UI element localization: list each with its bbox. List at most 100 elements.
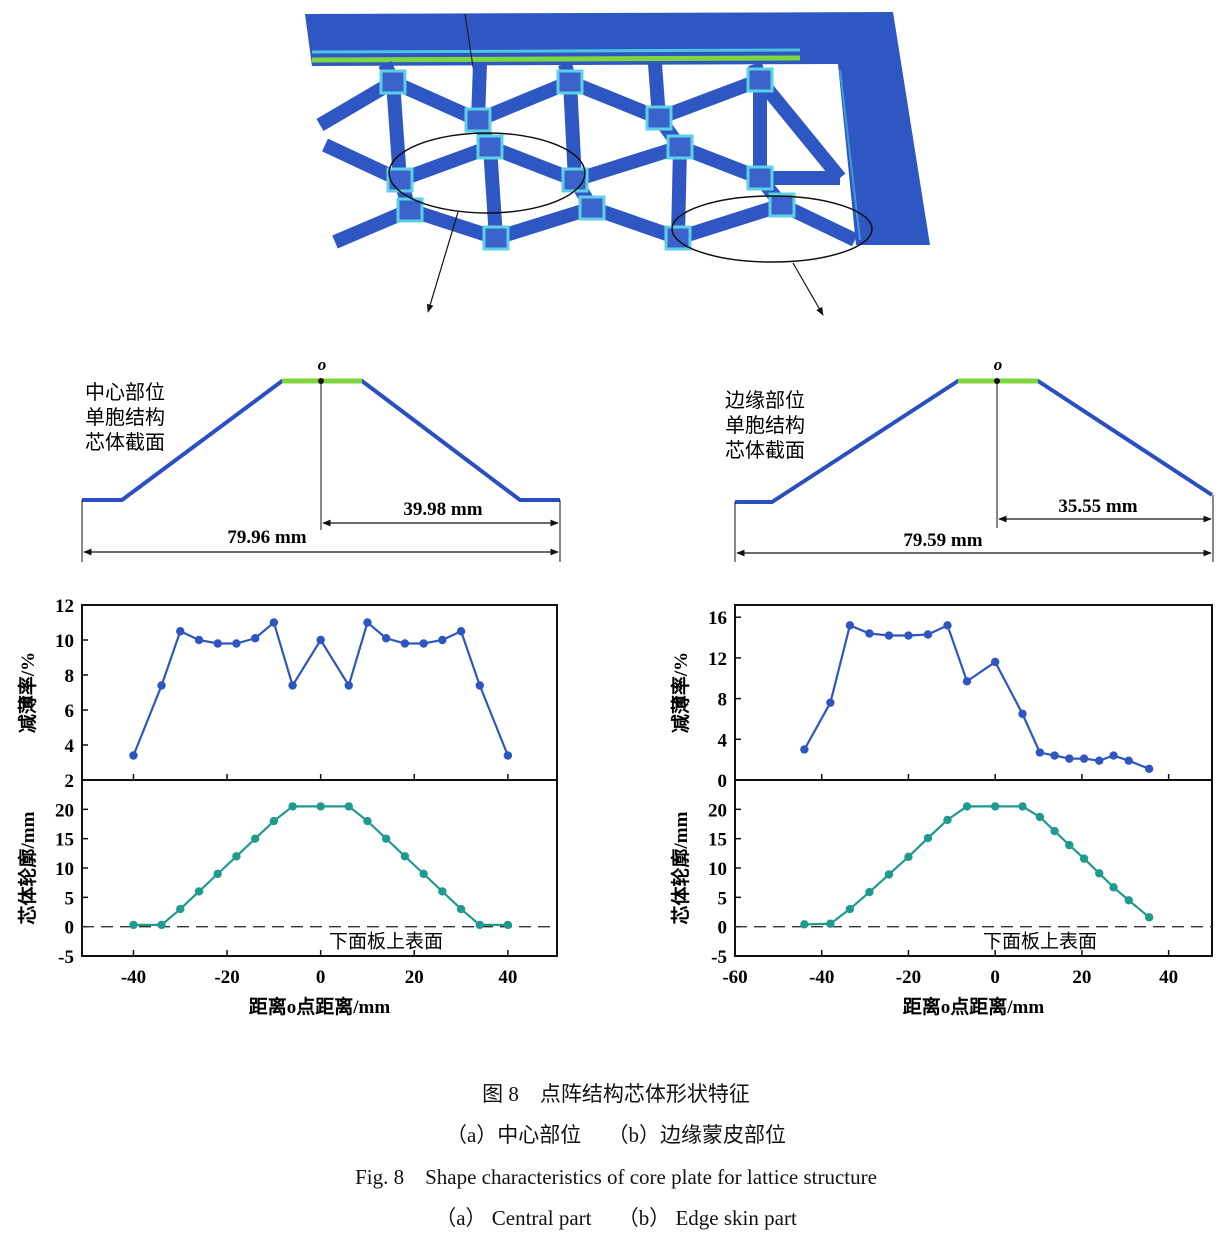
- caption-en-subtitle: （a） Central part （b） Edge skin part: [435, 1206, 797, 1230]
- caption-cn-subtitle: （a）中心部位 （b）边缘蒙皮部位: [445, 1123, 787, 1147]
- lattice-strut: [475, 75, 573, 127]
- data-point: [923, 630, 933, 639]
- data-point: [419, 869, 428, 879]
- reference-line-label: 下面板上表面: [983, 931, 1097, 953]
- data-point: [962, 802, 972, 811]
- data-point: [1124, 896, 1133, 905]
- y-tick-label: 0: [718, 918, 728, 939]
- lattice-strut: [656, 73, 763, 125]
- section-label-line: 单胞结构: [85, 406, 165, 429]
- data-point: [475, 920, 484, 930]
- data-point: [990, 802, 1000, 811]
- data-point: [316, 802, 325, 811]
- y-axis-label: 减薄率/%: [16, 652, 39, 733]
- x-axis-label: 距离o点距离/mm: [903, 995, 1045, 1018]
- data-point: [194, 635, 204, 645]
- y-tick-label: 10: [55, 859, 74, 880]
- x-tick-label: 40: [498, 967, 517, 988]
- reference-line-label: 下面板上表面: [329, 931, 443, 953]
- data-point: [194, 887, 204, 896]
- data-point: [1065, 840, 1074, 850]
- lattice-node: [476, 134, 504, 160]
- y-tick-label: 0: [718, 771, 728, 792]
- data-point: [1144, 913, 1154, 922]
- data-point: [1050, 826, 1059, 836]
- y-tick-label: 12: [708, 649, 727, 670]
- data-point: [176, 627, 185, 636]
- y-axis-label: 芯体轮廓/mm: [16, 811, 39, 924]
- data-point: [363, 618, 372, 627]
- x-tick-label: -20: [896, 967, 921, 988]
- data-point: [1095, 869, 1104, 878]
- data-point: [1095, 756, 1104, 765]
- x-tick-label: 0: [316, 967, 326, 988]
- data-point: [1035, 812, 1045, 822]
- data-point: [1079, 754, 1089, 763]
- data-point: [845, 904, 855, 914]
- caption-cn-title: 图 8 点阵结构芯体形状特征: [482, 1082, 750, 1106]
- section-profile-b: o 35.55 mm 79.59 mm 边缘部位 单胞结构 芯体截面: [725, 355, 1214, 562]
- y-tick-label: 4: [718, 730, 728, 751]
- data-point: [250, 634, 260, 643]
- section-label-line: 边缘部位: [725, 389, 805, 412]
- data-point: [269, 618, 279, 627]
- origin-label: o: [318, 355, 327, 374]
- y-tick-label: 2: [65, 771, 75, 792]
- central-region-ellipse: [388, 132, 586, 214]
- x-tick-label: 40: [1159, 967, 1178, 988]
- y-tick-label: 8: [65, 666, 75, 687]
- y-tick-label: 8: [718, 690, 728, 711]
- data-point: [157, 920, 166, 930]
- chart-b-bottom: -5 0 5 10 15 20 -60 -40 -20 0 20 40 芯体轮廓/mm 距离o点距离/mm…: [669, 779, 1213, 1018]
- data-point: [129, 920, 138, 930]
- data-point: [213, 869, 222, 879]
- y-tick-label: 16: [708, 608, 727, 629]
- lattice-node: [746, 67, 774, 93]
- lattice-node: [768, 192, 796, 218]
- y-tick-label: -5: [711, 947, 727, 968]
- lattice-strut: [483, 146, 503, 239]
- data-point: [475, 681, 484, 690]
- data-point: [904, 631, 913, 640]
- data-point: [363, 816, 372, 826]
- data-point: [1018, 802, 1027, 811]
- lattice-node: [578, 195, 606, 221]
- lattice-strut: [386, 81, 407, 181]
- lattice-strut: [397, 140, 493, 187]
- data-point: [904, 852, 913, 862]
- data-point: [381, 634, 391, 643]
- plot-frame: [734, 604, 1213, 781]
- data-point: [865, 629, 874, 638]
- data-point: [344, 681, 353, 690]
- lattice-node: [746, 165, 774, 191]
- half-width-label: 39.98 mm: [403, 499, 482, 520]
- lattice-strut: [572, 140, 683, 187]
- data-point: [456, 904, 466, 914]
- y-tick-label: 15: [708, 830, 727, 851]
- y-axis-label: 减薄率/%: [669, 652, 692, 733]
- data-point: [845, 621, 855, 630]
- y-tick-label: 10: [55, 631, 74, 652]
- section-label-line: 芯体截面: [725, 439, 805, 462]
- data-point: [157, 681, 166, 690]
- x-tick-label: -20: [214, 967, 239, 988]
- x-tick-label: 20: [405, 967, 424, 988]
- data-point: [213, 639, 222, 648]
- series-line: [133, 805, 508, 927]
- data-point: [438, 635, 447, 645]
- skin-edge-strain-band: [311, 55, 801, 63]
- data-point: [923, 833, 933, 843]
- x-axis-label: 距离o点距离/mm: [249, 995, 391, 1018]
- data-point: [1144, 764, 1154, 774]
- data-point: [503, 751, 513, 760]
- lattice-strut: [487, 140, 578, 187]
- data-point: [826, 698, 835, 707]
- y-tick-label: -5: [58, 947, 74, 968]
- y-tick-label: 20: [708, 800, 727, 821]
- data-point: [884, 631, 894, 640]
- data-point: [990, 657, 1000, 667]
- fea-lattice-image: [305, 12, 930, 316]
- data-point: [865, 887, 874, 897]
